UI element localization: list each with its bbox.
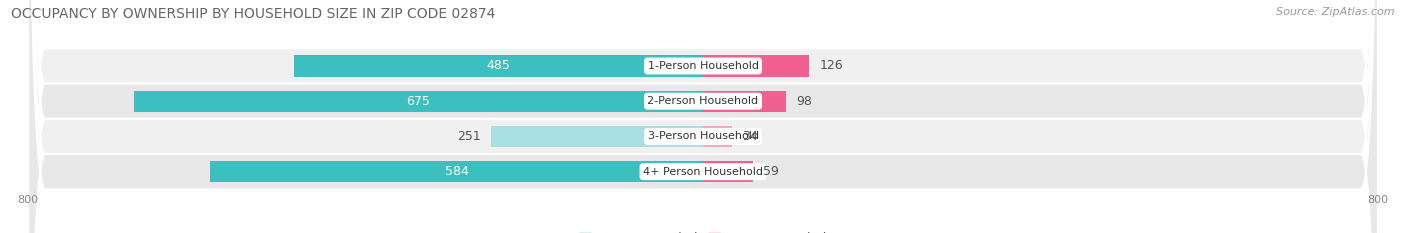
Text: 59: 59 [763, 165, 779, 178]
Text: 3-Person Household: 3-Person Household [648, 131, 758, 141]
Text: 98: 98 [796, 95, 811, 108]
Legend: Owner-occupied, Renter-occupied: Owner-occupied, Renter-occupied [574, 227, 832, 233]
FancyBboxPatch shape [28, 0, 1378, 233]
Bar [703, 91, 786, 112]
FancyBboxPatch shape [28, 0, 1378, 233]
Bar [134, 91, 703, 112]
Text: 34: 34 [742, 130, 758, 143]
Text: 126: 126 [820, 59, 844, 72]
Bar [703, 126, 731, 147]
Text: 1-Person Household: 1-Person Household [648, 61, 758, 71]
Bar [491, 126, 703, 147]
Text: Source: ZipAtlas.com: Source: ZipAtlas.com [1277, 7, 1395, 17]
Text: 251: 251 [457, 130, 481, 143]
Text: 2-Person Household: 2-Person Household [647, 96, 759, 106]
FancyBboxPatch shape [28, 0, 1378, 233]
Bar [294, 55, 703, 77]
Text: 485: 485 [486, 59, 510, 72]
Bar [703, 55, 810, 77]
Text: 4+ Person Household: 4+ Person Household [643, 167, 763, 177]
Text: 584: 584 [444, 165, 468, 178]
Bar [211, 161, 703, 182]
Bar [703, 161, 752, 182]
Text: 675: 675 [406, 95, 430, 108]
Text: OCCUPANCY BY OWNERSHIP BY HOUSEHOLD SIZE IN ZIP CODE 02874: OCCUPANCY BY OWNERSHIP BY HOUSEHOLD SIZE… [11, 7, 496, 21]
FancyBboxPatch shape [28, 0, 1378, 233]
